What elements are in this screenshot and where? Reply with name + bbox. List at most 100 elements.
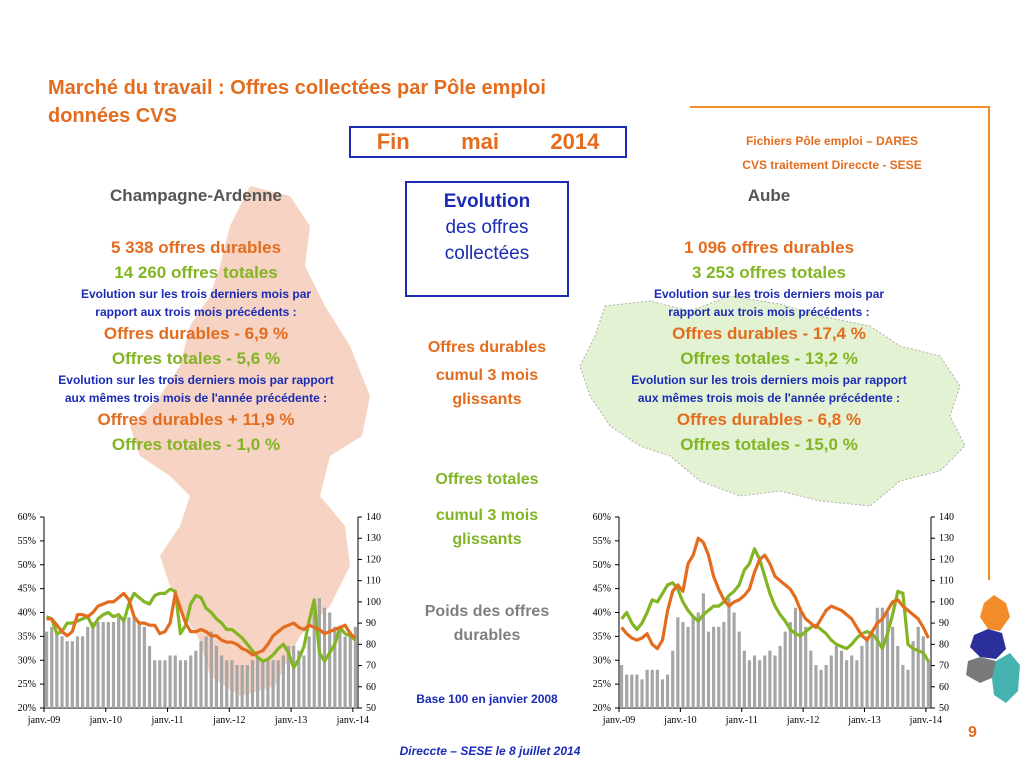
left-tick-label: 30% (18, 655, 36, 666)
right-evoY-totales: Offres totales - 15,0 % (680, 435, 858, 454)
legend-durables-line-3: glissants (452, 391, 522, 408)
bar-poids-durables (875, 607, 879, 708)
bar-poids-durables (880, 607, 884, 708)
right-evo3-durables: Offres durables - 17,4 % (672, 324, 866, 343)
bar-poids-durables (328, 612, 332, 708)
regions-mini-map (966, 595, 1020, 703)
bar-poids-durables (142, 626, 146, 708)
title-line-2: données CVS (48, 105, 177, 127)
bar-poids-durables (758, 660, 762, 708)
bar-poids-durables (44, 631, 49, 708)
bar-poids-durables (706, 631, 711, 708)
bar-poids-durables (676, 617, 680, 708)
bar-poids-durables (189, 655, 193, 708)
left-evoY-durables: Offres durables + 11,9 % (97, 410, 295, 429)
right-tick-label: 100 (366, 597, 381, 608)
left-evoY-text: Evolution sur les trois derniers mois pa… (58, 373, 334, 405)
mini-map-marne (970, 629, 1006, 659)
x-tick-label: janv.-10 (663, 715, 696, 726)
bar-poids-durables (819, 669, 823, 708)
left-tick-label: 50% (18, 560, 36, 571)
bar-poids-durables (65, 641, 69, 708)
right-region-name: Aube (747, 186, 791, 205)
bar-poids-durables (625, 674, 629, 708)
bar-poids-durables (896, 645, 900, 708)
left-tick-label: 45% (593, 584, 611, 595)
bar-poids-durables (686, 626, 690, 708)
bar-poids-durables (117, 617, 121, 708)
map-left-shape (130, 186, 370, 696)
bar-poids-durables (204, 636, 208, 708)
legend-totales-line-1: Offres totales (435, 471, 539, 488)
bar-poids-durables (106, 622, 110, 708)
bar-poids-durables (660, 679, 665, 708)
bar-poids-durables (773, 655, 777, 708)
header-rule (690, 106, 990, 108)
bar-poids-durables (732, 612, 736, 708)
right-tick-label: 130 (366, 533, 381, 544)
base-note: Base 100 en janvier 2008 (416, 692, 558, 706)
right-tick-label: 60 (366, 682, 376, 693)
bar-poids-durables (307, 636, 311, 708)
left-tick-label: 60% (593, 512, 611, 523)
bar-poids-durables (147, 645, 152, 708)
bar-poids-durables (671, 650, 675, 708)
bar-poids-durables (302, 655, 306, 708)
champagne-ardenne-map (130, 186, 370, 696)
line-offres-durables (620, 536, 930, 651)
bar-poids-durables (845, 660, 849, 708)
bar-poids-durables (348, 631, 352, 708)
x-tick-label: janv.-14 (909, 715, 942, 726)
bar-poids-durables (230, 660, 234, 708)
bar-poids-durables (286, 645, 291, 708)
right-tick-label: 140 (939, 512, 954, 523)
bar-poids-durables (834, 645, 838, 708)
bar-poids-durables (225, 660, 229, 708)
aube-map (579, 296, 966, 507)
left-tick-label: 60% (18, 512, 36, 523)
bar-poids-durables (850, 655, 854, 708)
left-tick-label: 55% (593, 536, 611, 547)
bar-poids-durables (783, 631, 787, 708)
left-tick-label: 35% (18, 631, 36, 642)
right-tick-label: 90 (939, 618, 949, 629)
x-tick-label: janv.-12 (786, 715, 819, 726)
bar-poids-durables (666, 674, 670, 708)
right-tick-label: 120 (366, 554, 381, 565)
line-offres-totales (620, 547, 930, 663)
left-tick-label: 30% (593, 655, 611, 666)
bar-poids-durables (111, 622, 116, 708)
chart-champagne-ardenne: 20% 25% 30% 35% 40% 45% 50% 55% 60% 50 60 70 80 90 100… (18, 512, 381, 726)
legend-durables: Offres durables cumul 3 mois glissants (397, 336, 577, 412)
x-tick-label: janv.-14 (336, 715, 369, 726)
x-tick-label: janv.-12 (212, 715, 245, 726)
right-evoY-text: Evolution sur les trois derniers mois pa… (631, 373, 907, 405)
bar-poids-durables (312, 612, 316, 708)
bar-poids-durables (722, 622, 726, 708)
legend-totales-line-2: cumul 3 mois (435, 507, 539, 524)
bar-poids-durables (209, 631, 213, 708)
source-line-1: Fichiers Pôle emploi – DARES (745, 134, 919, 148)
x-tick-label: janv.-13 (847, 715, 880, 726)
bar-poids-durables (865, 636, 869, 708)
bar-poids-durables (696, 612, 700, 708)
bar-poids-durables (333, 626, 337, 708)
line-offres-durables (46, 591, 357, 657)
line-offres-totales (45, 587, 357, 670)
bar-poids-durables (281, 655, 285, 708)
chart-aube: 20% 25% 30% 35% 40% 45% 50% 55% 60% 50 60 70 80 90 100… (593, 512, 954, 726)
bar-poids-durables (921, 636, 925, 708)
bar-poids-durables (891, 626, 895, 708)
bar-poids-durables (266, 660, 270, 708)
period-box: Fin mai 2014 (349, 126, 627, 158)
right-tick-label: 50 (366, 703, 376, 714)
x-tick-label: janv.-09 (27, 715, 60, 726)
bar-poids-durables (240, 665, 244, 708)
slide-title: Marché du travail : Offres collectées pa… (48, 74, 546, 130)
bar-poids-durables (630, 674, 634, 708)
right-totales: 3 253 offres totales (691, 263, 846, 282)
page-number: 9 (968, 724, 977, 741)
map-right-shape (579, 296, 966, 507)
left-tick-label: 50% (593, 560, 611, 571)
right-tick-label: 80 (366, 639, 376, 650)
